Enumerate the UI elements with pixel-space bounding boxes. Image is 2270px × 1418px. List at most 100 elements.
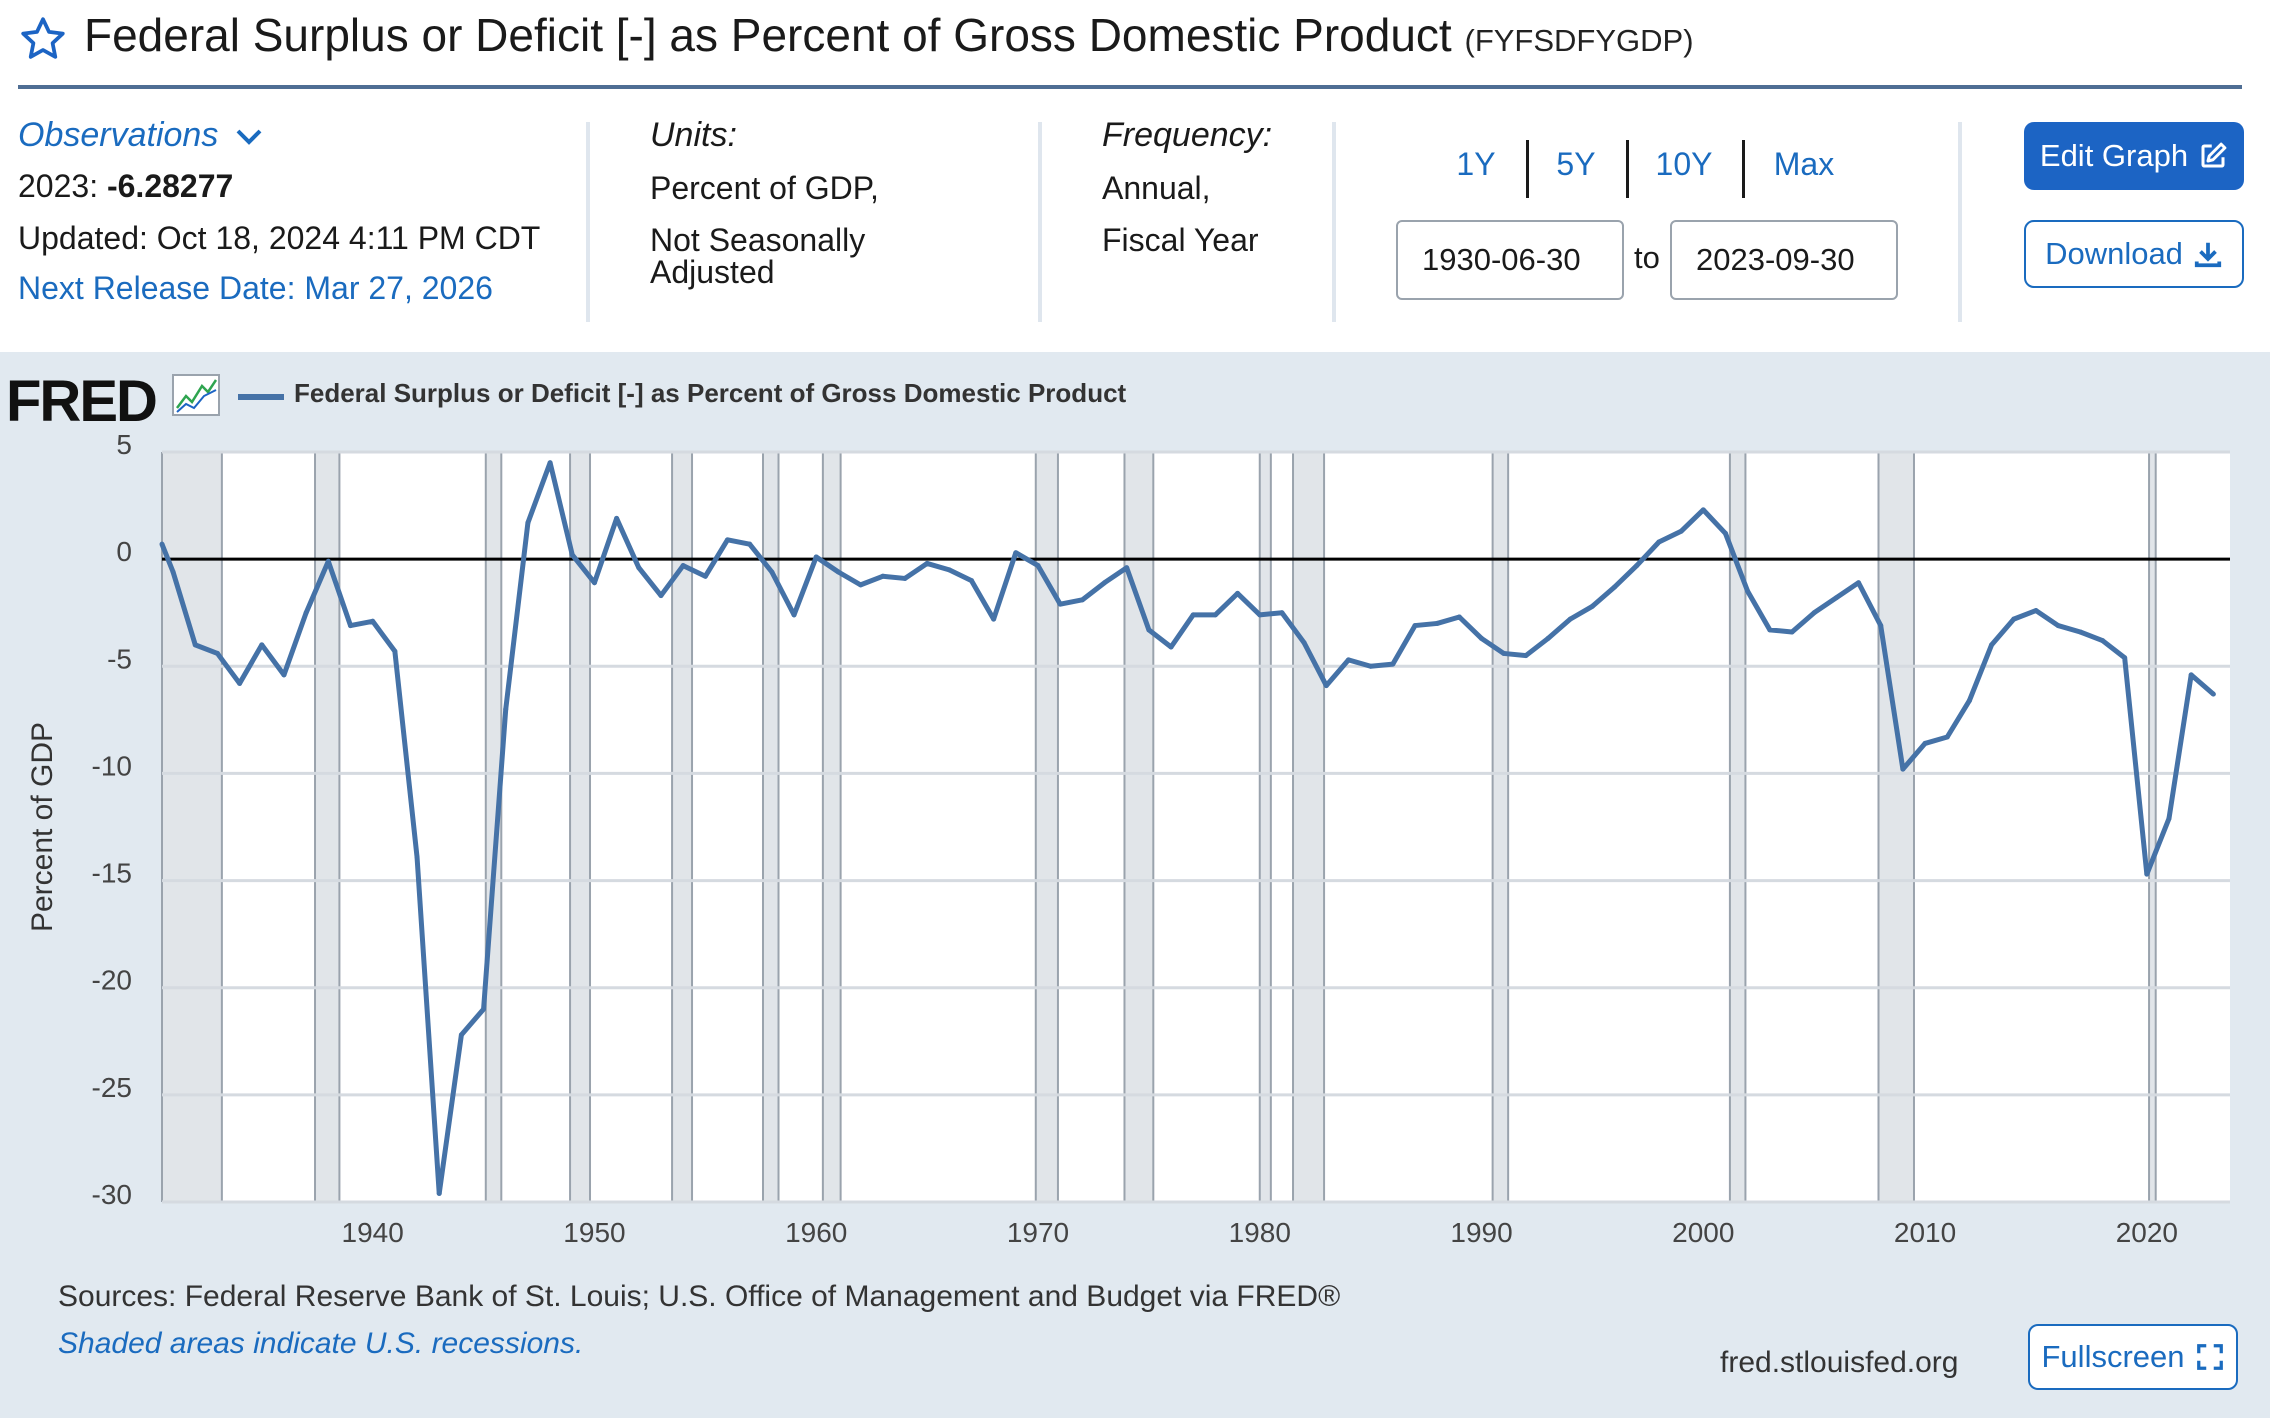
data-point — [303, 610, 309, 616]
data-point — [1235, 590, 1241, 596]
data-point — [991, 616, 997, 622]
data-point — [1102, 580, 1108, 586]
data-point — [1856, 580, 1862, 586]
data-point — [1966, 698, 1972, 704]
recession-band — [485, 452, 502, 1202]
data-point — [702, 573, 708, 579]
data-point — [2099, 638, 2105, 644]
recession-band — [162, 452, 222, 1202]
data-point — [2055, 623, 2061, 629]
data-point — [1922, 740, 1928, 746]
data-point — [1057, 601, 1063, 607]
recession-band — [1035, 452, 1058, 1202]
x-tick-label: 1980 — [1229, 1217, 1291, 1248]
range-10y-button[interactable]: 10Y — [1655, 146, 1713, 182]
data-point — [1811, 610, 1817, 616]
data-point — [680, 563, 686, 569]
divider — [1038, 122, 1042, 322]
frequency-label: Frequency: — [1102, 116, 1273, 154]
units-line-3: Adjusted — [650, 254, 775, 290]
data-point — [1479, 635, 1485, 641]
data-point — [880, 573, 886, 579]
data-point — [192, 642, 198, 648]
x-tick-label: 2000 — [1672, 1217, 1734, 1248]
site-url: fred.stlouisfed.org — [1720, 1346, 1959, 1379]
series-meta: Observations 2023: -6.28277 Updated: Oct… — [0, 100, 2270, 340]
data-point — [1390, 661, 1396, 667]
data-point — [1345, 657, 1351, 663]
data-point — [1456, 614, 1462, 620]
divider — [586, 122, 590, 322]
data-point — [1545, 635, 1551, 641]
next-release-link[interactable]: Next Release Date: Mar 27, 2026 — [18, 270, 493, 306]
data-point — [2144, 871, 2150, 877]
data-point — [769, 569, 775, 575]
data-point — [946, 567, 952, 573]
range-1y-button[interactable]: 1Y — [1456, 146, 1496, 182]
units-label: Units: — [650, 116, 737, 154]
edit-graph-button[interactable]: Edit Graph — [2024, 122, 2244, 190]
fullscreen-button[interactable]: Fullscreen — [2028, 1324, 2238, 1390]
x-tick-label: 1960 — [785, 1217, 847, 1248]
data-point — [1035, 563, 1041, 569]
data-point — [1523, 653, 1529, 659]
x-tick-label: 2010 — [1894, 1217, 1956, 1248]
recession-band — [1293, 452, 1325, 1202]
star-icon[interactable] — [18, 14, 68, 64]
fullscreen-label: Fullscreen — [2041, 1339, 2185, 1374]
data-point — [614, 515, 620, 521]
chart[interactable]: 5 0 -5 -10 -15 -20 -25 -30 1940 1950 1960 1970 1980 1… — [0, 352, 2270, 1252]
recession-band — [1878, 452, 1914, 1202]
data-point — [1146, 627, 1152, 633]
data-point — [1412, 623, 1418, 629]
series-id: (FYFSDFYGDP) — [1464, 23, 1694, 58]
latest-period: 2023: — [18, 168, 99, 204]
data-point — [1612, 584, 1618, 590]
data-point — [237, 680, 243, 686]
sources-text: Sources: Federal Reserve Bank of St. Lou… — [58, 1280, 1341, 1313]
y-tick-label: -20 — [92, 965, 132, 996]
data-point — [325, 558, 331, 564]
y-axis-label: Percent of GDP — [26, 722, 59, 932]
data-point — [1368, 663, 1374, 669]
data-point — [2210, 691, 2216, 697]
data-point — [1989, 642, 1995, 648]
data-point — [2033, 608, 2039, 614]
y-tick-label: 0 — [116, 536, 132, 567]
data-point — [1501, 650, 1507, 656]
data-point — [2166, 815, 2172, 821]
data-point — [547, 460, 553, 466]
recession-note: Shaded areas indicate U.S. recessions. — [58, 1327, 584, 1360]
data-point — [591, 580, 597, 586]
data-point — [813, 554, 819, 560]
data-point — [1944, 734, 1950, 740]
recession-band — [672, 452, 693, 1202]
trend-line-icon[interactable] — [172, 374, 220, 416]
data-point — [1323, 683, 1329, 689]
units-line-1: Percent of GDP, — [650, 170, 879, 206]
fullscreen-icon — [2196, 1344, 2223, 1370]
data-point — [1434, 620, 1440, 626]
range-5y-button[interactable]: 5Y — [1556, 146, 1596, 182]
data-point — [1700, 507, 1706, 513]
start-date-input[interactable] — [1396, 220, 1624, 300]
end-date-input[interactable] — [1670, 220, 1898, 300]
recession-band — [762, 452, 779, 1202]
plot-area — [162, 452, 2230, 1202]
observations-dropdown[interactable]: Observations — [18, 116, 264, 155]
download-button[interactable]: Download — [2024, 220, 2244, 288]
fred-logo: FRED — [6, 369, 158, 434]
graph-panel: 5 0 -5 -10 -15 -20 -25 -30 1940 1950 1960 1970 1980 1… — [0, 352, 2270, 1418]
data-point — [370, 618, 376, 624]
data-point — [1279, 610, 1285, 616]
y-tick-label: -10 — [92, 750, 132, 781]
data-point — [259, 642, 265, 648]
legend-label: Federal Surplus or Deficit [-] as Percen… — [294, 378, 1127, 408]
data-point — [1124, 565, 1130, 571]
page-header: Federal Surplus or Deficit [-] as Percen… — [0, 0, 2270, 90]
data-point — [436, 1190, 442, 1196]
download-icon — [2194, 242, 2222, 268]
data-point — [159, 541, 165, 547]
range-max-button[interactable]: Max — [1773, 146, 1835, 182]
data-point — [525, 520, 531, 526]
